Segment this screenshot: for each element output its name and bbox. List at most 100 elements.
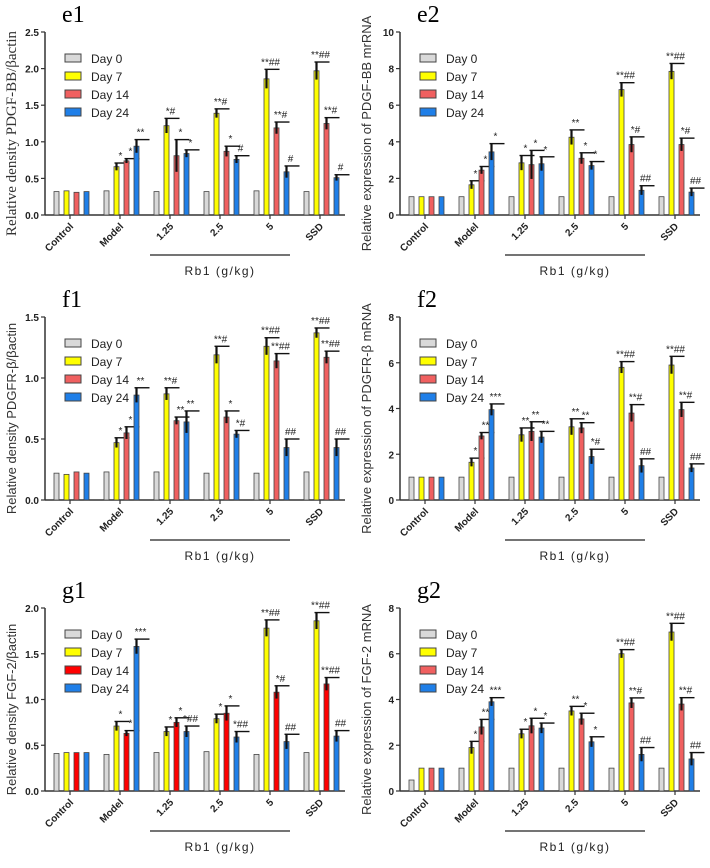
significance-mark: **#: [274, 110, 288, 121]
bar-day14: [223, 712, 230, 792]
bar-day24: [83, 752, 90, 792]
y-axis-label: Relative density FGF-2/βactin: [4, 624, 19, 795]
legend-swatch: [419, 665, 437, 675]
x-tick-label: 5: [264, 221, 276, 233]
significance-mark: **##: [261, 326, 280, 337]
bar-day7: [668, 70, 675, 216]
x-tick-label: Control: [398, 221, 431, 254]
bar-day14: [428, 476, 435, 501]
bar-day7: [618, 653, 625, 792]
chart-f1: f1 Relative density PDGFR-β/βactin 0.0 0.5 1…: [4, 287, 350, 563]
y-tick-label: 10: [383, 28, 395, 39]
x-tick-label: SSD: [304, 506, 326, 528]
bar-day7: [163, 731, 170, 792]
significance-mark: *: [534, 138, 538, 149]
bar-day7: [618, 366, 625, 501]
significance-mark: *: [169, 715, 173, 726]
y-tick-label: 2: [388, 450, 394, 461]
significance-mark: ##: [690, 176, 702, 187]
significance-mark: *: [474, 446, 478, 457]
bar-day7: [213, 718, 220, 792]
x-tick-label: 5: [264, 506, 276, 518]
bar-day14: [678, 703, 685, 792]
significance-mark: *: [534, 706, 538, 717]
bar-day24: [133, 646, 140, 792]
legend-label: Day 0: [91, 628, 123, 642]
legend-swatch: [64, 71, 82, 81]
bar-day14: [478, 435, 485, 501]
rb1-bracket-label: Rb1 (g/kg): [539, 840, 610, 854]
significance-mark: *#: [166, 106, 176, 117]
significance-mark: ***: [135, 627, 147, 638]
x-tick-label: SSD: [304, 797, 326, 819]
y-tick-label: 6: [388, 101, 394, 112]
bar-day14: [273, 360, 280, 501]
bar-day0: [303, 752, 310, 792]
bar-day7: [63, 473, 70, 501]
bar-day7: [518, 434, 525, 501]
significance-mark: *: [189, 138, 193, 149]
bar-day0: [203, 191, 210, 216]
x-tick-label: 2.5: [209, 797, 227, 815]
bar-day14: [73, 191, 80, 216]
legend-label: Day 0: [446, 628, 478, 642]
bar-day14: [123, 432, 130, 501]
y-tick-label: 0.5: [25, 174, 39, 185]
x-tick-label: Model: [98, 221, 126, 249]
bar-day0: [53, 753, 60, 792]
bar-day7: [113, 725, 120, 792]
bar-day24: [83, 472, 90, 501]
significance-mark: *: [179, 706, 183, 717]
bar-day7: [113, 442, 120, 501]
bar-day14: [223, 416, 230, 501]
legend-swatch: [419, 89, 437, 99]
significance-mark: *: [129, 719, 133, 730]
legend-swatch: [64, 89, 82, 99]
significance-mark: **##: [616, 71, 635, 82]
significance-mark: *: [474, 729, 478, 740]
bar-day24: [488, 151, 495, 216]
y-tick-label: 1.5: [25, 101, 39, 112]
x-tick-label: 2.5: [564, 797, 582, 815]
significance-mark: *: [129, 415, 133, 426]
significance-mark: **: [187, 399, 195, 410]
legend-swatch: [419, 683, 437, 693]
bar-day24: [133, 394, 140, 501]
y-axis-label: Relative density PDGF-BB/βactin: [4, 30, 20, 236]
legend-label: Day 7: [446, 70, 478, 84]
y-tick-label: 1.5: [25, 650, 39, 661]
bar-day24: [333, 177, 340, 216]
legend-swatch: [64, 647, 82, 657]
significance-mark: **##: [271, 342, 290, 353]
bar-day24: [488, 409, 495, 501]
bar-day14: [528, 725, 535, 792]
y-tick-label: 0.5: [25, 435, 39, 446]
bar-day0: [508, 196, 515, 216]
bar-day7: [668, 631, 675, 792]
legend-swatch: [64, 683, 82, 693]
significance-mark: **: [482, 421, 490, 432]
bar-day7: [468, 747, 475, 792]
bar-day7: [63, 190, 70, 216]
bar-day14: [578, 157, 585, 216]
y-tick-label: 0.0: [25, 211, 39, 222]
bar-day14: [428, 767, 435, 792]
bar-day0: [658, 767, 665, 792]
panel-label: e2: [417, 2, 440, 28]
y-tick-label: 2: [388, 741, 394, 752]
significance-mark: ##: [285, 427, 297, 438]
bar-day14: [273, 691, 280, 792]
significance-mark: *: [584, 141, 588, 152]
bar-day7: [568, 426, 575, 501]
legend-swatch: [64, 629, 82, 639]
legend-label: Day 24: [446, 391, 484, 405]
y-tick-label: 4: [388, 696, 394, 707]
bar-day0: [558, 767, 565, 792]
panel-f1: f1 Relative density PDGFR-β/βactin 0.0 0.5 1…: [0, 285, 355, 575]
bar-day7: [668, 364, 675, 501]
legend-label: Day 0: [91, 337, 123, 351]
significance-mark: #: [338, 163, 344, 174]
bar-day24: [438, 196, 445, 216]
rb1-bracket-label: Rb1 (g/kg): [184, 840, 255, 854]
y-tick-label: 2.5: [25, 28, 39, 39]
